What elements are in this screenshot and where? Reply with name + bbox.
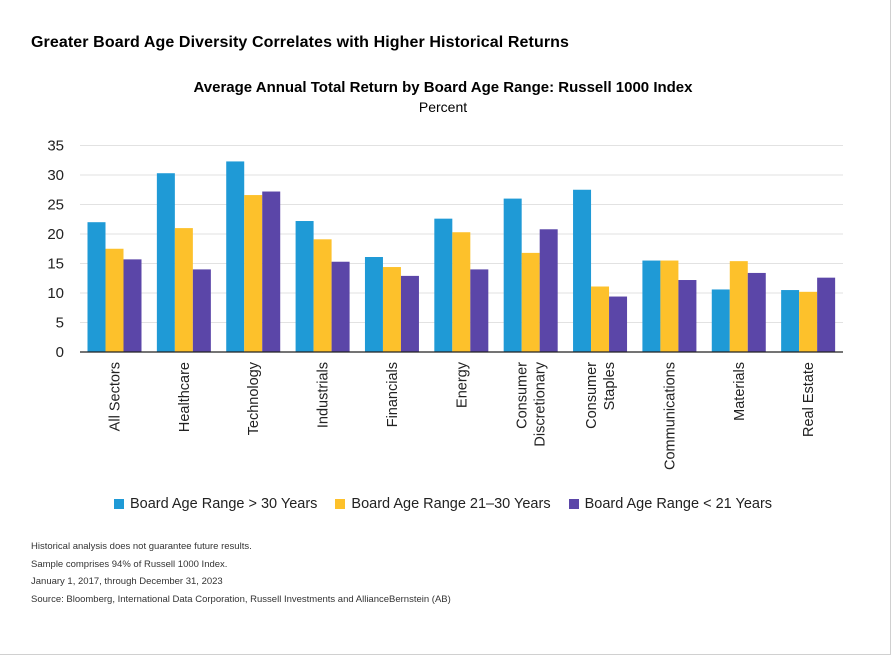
bar	[522, 253, 540, 352]
legend-item-under-21: Board Age Range < 21 Years	[569, 496, 772, 512]
bar	[470, 269, 488, 352]
bar	[262, 192, 280, 352]
bar	[660, 261, 678, 352]
bar	[383, 267, 401, 352]
legend-label-over-30: Board Age Range > 30 Years	[130, 496, 317, 512]
category-label: Healthcare	[177, 362, 193, 432]
y-tick-label: 0	[56, 344, 64, 361]
bar	[124, 259, 142, 352]
bar	[781, 290, 799, 352]
category-label: Consumer	[584, 362, 600, 429]
bar	[540, 229, 558, 352]
bar	[591, 287, 609, 352]
category-label: Materials	[732, 362, 748, 421]
legend-label-21-30: Board Age Range 21–30 Years	[351, 496, 550, 512]
legend-item-21-30: Board Age Range 21–30 Years	[335, 496, 550, 512]
y-tick-label: 30	[47, 167, 64, 184]
bar	[332, 262, 350, 352]
bar	[504, 199, 522, 352]
bar	[314, 239, 332, 352]
y-tick-label: 10	[47, 285, 64, 302]
footnote-source: Source: Bloomberg, International Data Co…	[31, 591, 451, 609]
bar	[106, 249, 124, 352]
bar	[573, 190, 591, 352]
bar	[226, 161, 244, 352]
bar	[193, 269, 211, 352]
bar	[157, 173, 175, 352]
category-label: Communications	[662, 362, 678, 470]
legend-swatch-under-21	[569, 499, 579, 509]
bar	[730, 261, 748, 352]
bar	[748, 273, 766, 352]
footnote-sample: Sample comprises 94% of Russell 1000 Ind…	[31, 556, 451, 574]
footnote-period: January 1, 2017, through December 31, 20…	[31, 573, 451, 591]
footnotes: Historical analysis does not guarantee f…	[31, 538, 451, 608]
bar	[365, 257, 383, 352]
bar	[799, 292, 817, 352]
bar	[296, 221, 314, 352]
y-tick-label: 5	[56, 315, 64, 332]
category-label: Real Estate	[801, 362, 817, 437]
footnote-disclaimer: Historical analysis does not guarantee f…	[31, 538, 451, 556]
category-label: Consumer	[515, 362, 531, 429]
bar	[401, 276, 419, 352]
bar	[434, 219, 452, 352]
legend-swatch-21-30	[335, 499, 345, 509]
legend-label-under-21: Board Age Range < 21 Years	[585, 496, 772, 512]
bar	[452, 232, 470, 352]
bar-chart: 0 5 10 15 20 25 30 35 All Sectors Healthcare Techn…	[0, 0, 892, 490]
category-label: Discretionary	[533, 361, 549, 446]
y-tick-label: 25	[47, 197, 64, 214]
category-label: Industrials	[316, 362, 332, 428]
bar	[712, 289, 730, 352]
bar	[678, 280, 696, 352]
bar	[817, 278, 835, 352]
legend-swatch-over-30	[114, 499, 124, 509]
bar	[244, 195, 262, 352]
category-label: Staples	[602, 362, 618, 410]
legend-item-over-30: Board Age Range > 30 Years	[114, 496, 317, 512]
y-tick-label: 20	[47, 226, 64, 243]
category-label: Energy	[454, 361, 470, 408]
y-tick-label: 15	[47, 256, 64, 273]
category-label: All Sectors	[108, 362, 124, 431]
category-label: Technology	[246, 361, 262, 435]
category-label: Financials	[385, 362, 401, 427]
y-tick-label: 35	[47, 138, 64, 155]
bar	[88, 222, 106, 352]
bar	[175, 228, 193, 352]
chart-legend: Board Age Range > 30 Years Board Age Ran…	[0, 496, 886, 512]
bar	[609, 297, 627, 352]
bar	[642, 261, 660, 352]
